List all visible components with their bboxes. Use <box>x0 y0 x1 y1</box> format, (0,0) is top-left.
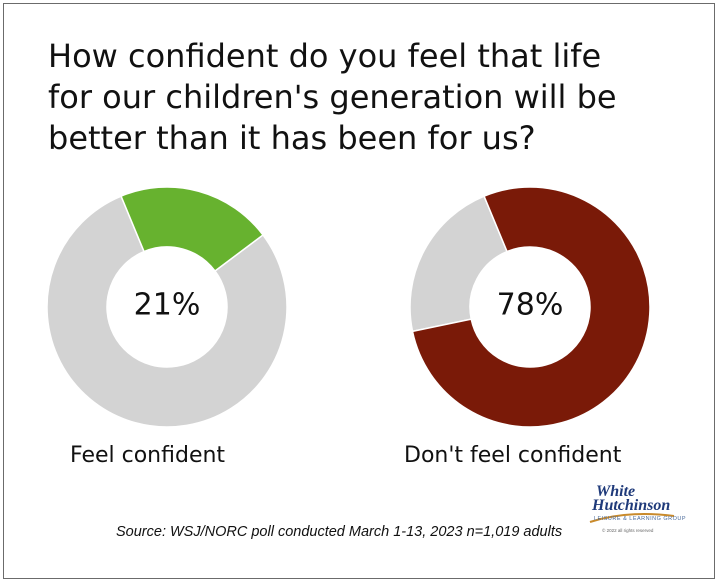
slice-highlight-dont-feel-confident <box>411 186 651 428</box>
slice-remainder-dont-feel-confident <box>409 195 509 333</box>
category-label-dont-feel-confident: Don't feel confident <box>404 443 622 468</box>
source-note: Source: WSJ/NORC poll conducted March 1-… <box>116 524 563 540</box>
logo-tagline: LEISURE & LEARNING GROUP <box>594 516 687 522</box>
slice-remainder-feel-confident <box>46 195 288 428</box>
logo-line-1: White <box>596 483 636 500</box>
title-line-3: better than it has been for us? <box>48 119 536 157</box>
category-label-feel-confident: Feel confident <box>70 443 226 468</box>
donut-chart-feel-confident: 21% <box>46 186 288 428</box>
center-label-feel-confident: 21% <box>134 288 201 323</box>
logo-swoosh-icon <box>589 513 675 523</box>
title-line-2: for our children's generation will be <box>48 78 617 116</box>
logo-copyright: © 2022 all rights reserved <box>602 528 654 533</box>
chart-title: How confident do you feel that life for … <box>48 36 688 159</box>
logo-line-2: Hutchinson <box>592 497 671 514</box>
title-line-1: How confident do you feel that life <box>48 37 602 75</box>
slice-highlight-feel-confident <box>120 186 265 273</box>
center-label-dont-feel-confident: 78% <box>497 288 564 323</box>
donut-chart-dont-feel-confident: 78% <box>409 186 651 428</box>
white-hutchinson-logo: White Hutchinson LEISURE & LEARNING GROU… <box>586 482 686 544</box>
